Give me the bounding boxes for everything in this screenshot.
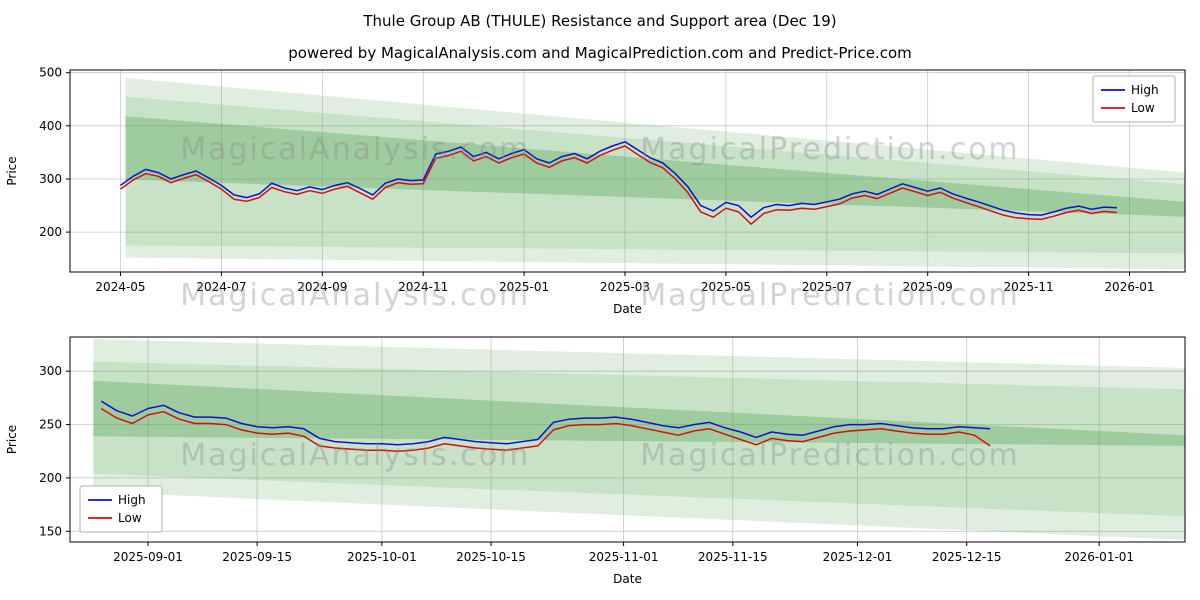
page-subtitle: powered by MagicalAnalysis.com and Magic… — [288, 44, 912, 62]
svg-text:2024-05: 2024-05 — [95, 280, 145, 294]
recent-price-chart: 2025-09-01 2025-09-15 2025-10-01 2025-10-15… — [5, 336, 1186, 586]
svg-text:Price: Price — [5, 156, 19, 185]
svg-text:2025-12-01: 2025-12-01 — [823, 550, 893, 564]
svg-text:200: 200 — [39, 471, 62, 485]
svg-text:2025-10-01: 2025-10-01 — [347, 550, 417, 564]
svg-text:High: High — [118, 493, 146, 507]
svg-text:2026-01: 2026-01 — [1104, 280, 1154, 294]
svg-text:2025-05: 2025-05 — [701, 280, 751, 294]
svg-text:2025-03: 2025-03 — [600, 280, 650, 294]
svg-text:2025-09: 2025-09 — [903, 280, 953, 294]
svg-text:2025-12-15: 2025-12-15 — [932, 550, 1002, 564]
svg-text:Date: Date — [613, 302, 642, 316]
svg-text:2026-01-01: 2026-01-01 — [1064, 550, 1134, 564]
svg-text:2025-09-15: 2025-09-15 — [222, 550, 292, 564]
svg-text:300: 300 — [39, 172, 62, 186]
svg-text:500: 500 — [39, 66, 62, 80]
svg-text:2025-10-15: 2025-10-15 — [456, 550, 526, 564]
svg-text:2024-09: 2024-09 — [297, 280, 347, 294]
svg-text:2025-09-01: 2025-09-01 — [113, 550, 183, 564]
svg-text:2025-11-01: 2025-11-01 — [589, 550, 659, 564]
page-title: Thule Group AB (THULE) Resistance and Su… — [363, 12, 837, 30]
svg-text:400: 400 — [39, 119, 62, 133]
svg-text:150: 150 — [39, 524, 62, 538]
svg-text:2025-07: 2025-07 — [802, 280, 852, 294]
svg-text:2025-01: 2025-01 — [499, 280, 549, 294]
svg-text:2024-07: 2024-07 — [196, 280, 246, 294]
svg-text:Date: Date — [613, 572, 642, 586]
svg-text:Low: Low — [1131, 101, 1155, 115]
svg-text:2024-11: 2024-11 — [398, 280, 448, 294]
main-price-chart: 2024-05 2024-07 2024-09 2024-11 2025-01 2025-… — [5, 66, 1186, 316]
svg-text:250: 250 — [39, 418, 62, 432]
svg-text:Price: Price — [5, 425, 19, 454]
svg-text:High: High — [1131, 83, 1159, 97]
svg-text:300: 300 — [39, 364, 62, 378]
svg-text:200: 200 — [39, 225, 62, 239]
svg-text:Low: Low — [118, 511, 142, 525]
svg-text:2025-11-15: 2025-11-15 — [698, 550, 768, 564]
svg-text:2025-11: 2025-11 — [1004, 280, 1054, 294]
